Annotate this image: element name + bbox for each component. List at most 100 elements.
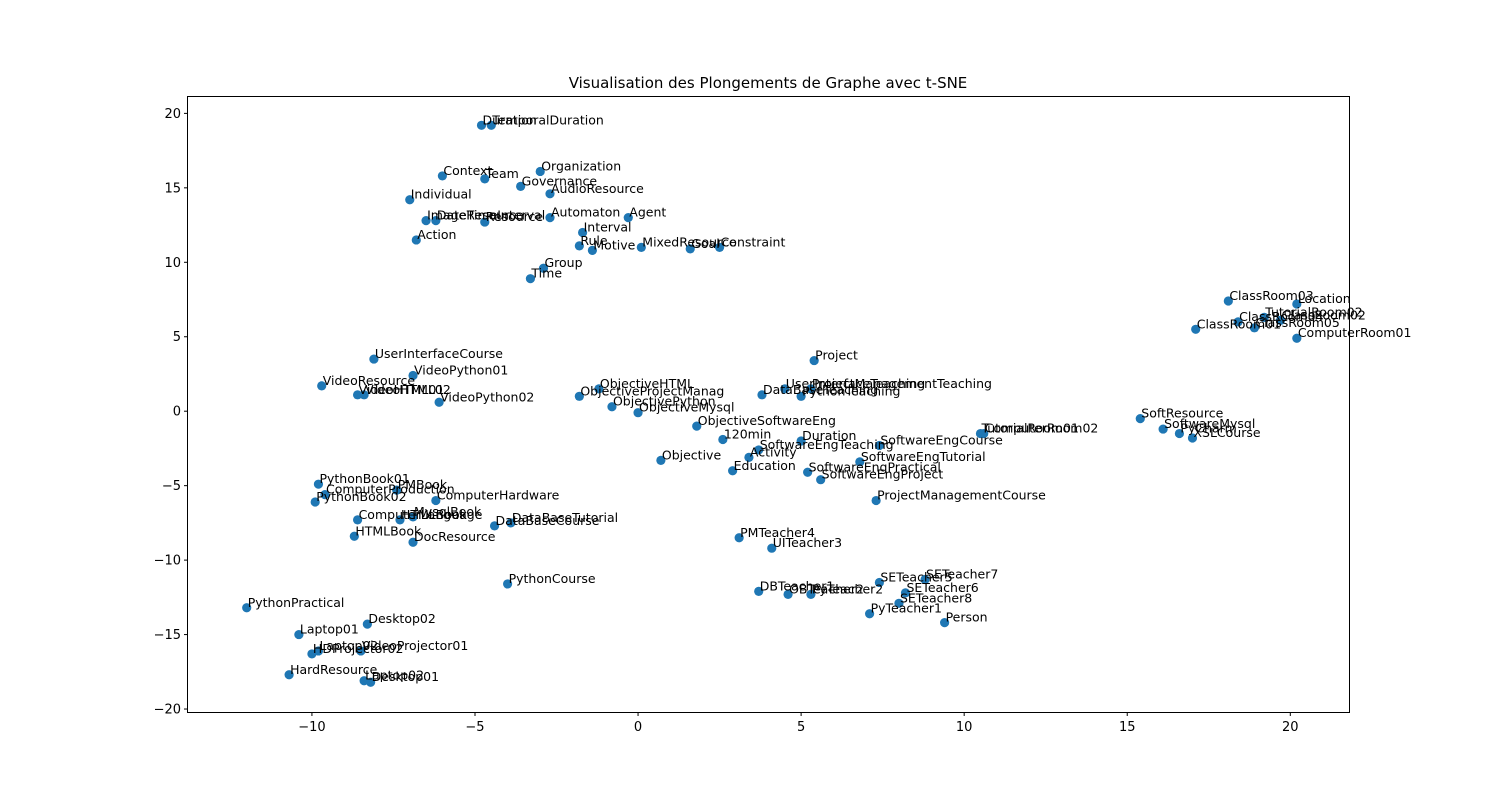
- scatter-point: [437, 171, 447, 181]
- scatter-point: [685, 244, 695, 254]
- point-label: PythonPractical: [248, 595, 345, 610]
- point-label: ClassRoom01: [1197, 316, 1281, 331]
- point-label: 120min: [724, 426, 771, 441]
- scatter-point: [369, 354, 379, 364]
- point-label: DataBaseTeaching: [763, 382, 878, 397]
- scatter-point: [408, 537, 418, 547]
- point-label: VideoResource: [323, 373, 416, 388]
- point-label: ComputerRoom01: [1298, 325, 1412, 340]
- point-label: DocResource: [414, 529, 496, 544]
- point-label: Person: [946, 610, 988, 625]
- scatter-point: [349, 531, 359, 541]
- point-label: Objective: [662, 447, 722, 462]
- point-label: Desktop01: [372, 669, 439, 684]
- point-label: TutorialRoom02: [1264, 304, 1362, 319]
- scatter-points: [242, 120, 1302, 687]
- scatter-point: [767, 543, 777, 553]
- scatter-point: [1249, 323, 1260, 333]
- scatter-point: [395, 515, 405, 525]
- point-label: TutorialRoom01: [980, 421, 1078, 436]
- point-label: HardResource: [290, 662, 378, 677]
- scatter-point: [1275, 315, 1286, 325]
- point-label: VideoProjector01: [362, 638, 468, 653]
- point-label: XSLCourse: [1193, 425, 1260, 440]
- y-tick-label: −5: [162, 479, 181, 494]
- scatter-point: [757, 390, 767, 400]
- scatter-point: [714, 242, 725, 252]
- point-label: ClassRoom05: [1255, 315, 1339, 330]
- scatter-point: [1191, 324, 1201, 334]
- scatter-point: [506, 518, 516, 528]
- point-label: ImageResource: [427, 208, 524, 223]
- point-label: SoftwareEngCourse: [880, 432, 1003, 447]
- scatter-point: [744, 452, 754, 462]
- scatter-point: [1174, 428, 1185, 439]
- point-label: Desktop02: [368, 611, 435, 626]
- point-label: Individual: [411, 187, 472, 202]
- point-label: ClassRoom03: [1229, 288, 1313, 303]
- scatter-point: [636, 242, 646, 252]
- point-label: Time: [530, 266, 562, 281]
- point-label: Group: [544, 255, 582, 270]
- point-label: VideoHTML02: [365, 382, 451, 397]
- point-label: PythonTeaching: [802, 383, 900, 398]
- scatter-point: [525, 274, 536, 284]
- point-label: Laptop02: [365, 668, 424, 683]
- point-label: Goal: [691, 236, 719, 251]
- point-label: DateTimeInterval: [437, 208, 545, 223]
- point-label: HDProjector02: [313, 641, 404, 656]
- scatter-point: [356, 646, 366, 656]
- point-label: Constraint: [721, 234, 786, 249]
- scatter-point: [633, 408, 643, 418]
- scatter-point: [366, 677, 376, 687]
- scatter-point: [320, 489, 330, 500]
- y-tick-label: 10: [164, 256, 181, 271]
- y-tick-label: 20: [164, 107, 181, 122]
- scatter-point: [431, 215, 441, 226]
- scatter-point: [352, 390, 363, 400]
- scatter-point: [408, 512, 418, 522]
- point-label: ComputerRoom02: [985, 421, 1099, 436]
- scatter-point: [405, 195, 415, 205]
- point-label: SoftwareMysql: [1164, 416, 1255, 431]
- point-label: DataBaseTutorial: [512, 510, 618, 525]
- scatter-point: [476, 120, 487, 130]
- point-label: SETeacher6: [906, 580, 978, 595]
- point-label: PMBook: [398, 477, 448, 492]
- point-label: ComputerHardware: [437, 488, 560, 503]
- scatter-point: [578, 227, 588, 238]
- scatter-point: [1259, 312, 1269, 322]
- point-label: DataBaseCourse: [496, 513, 600, 528]
- scatter-point: [894, 598, 904, 608]
- scatter-point: [310, 497, 320, 507]
- x-tick-label: 15: [1119, 720, 1136, 735]
- point-label: PythonBook02: [316, 489, 406, 504]
- scatter-point: [806, 384, 816, 394]
- point-label: Project: [815, 348, 858, 363]
- scatter-point: [754, 445, 764, 455]
- scatter-point: [408, 370, 418, 381]
- scatter-point: [359, 390, 369, 400]
- point-label: Agent: [629, 205, 666, 220]
- scatter-point: [979, 428, 989, 439]
- point-label: TemporalDuration: [491, 112, 604, 127]
- scatter-point: [607, 402, 617, 412]
- point-label: MixedResource: [642, 234, 737, 249]
- y-tick-label: −15: [154, 628, 181, 643]
- x-axis-ticks: −10 −5 0 5 10 15 20: [298, 712, 1299, 735]
- x-tick-label: −10: [298, 720, 325, 735]
- scatter-point: [656, 455, 666, 465]
- scatter-point: [516, 181, 526, 191]
- point-label: HTMLBook: [401, 507, 468, 522]
- point-label: Resource: [486, 209, 544, 224]
- scatter-point: [352, 515, 363, 525]
- point-label: ObjectiveMysql: [639, 400, 734, 415]
- scatter-point: [489, 521, 500, 531]
- scatter-point: [317, 381, 327, 391]
- chart-title: Visualisation des Plongements de Graphe …: [569, 74, 968, 92]
- point-label: MysqlBook: [414, 504, 482, 519]
- scatter-point: [421, 215, 431, 226]
- point-label: SoftwareEngPractical: [809, 459, 941, 474]
- point-label: Duration: [483, 112, 537, 127]
